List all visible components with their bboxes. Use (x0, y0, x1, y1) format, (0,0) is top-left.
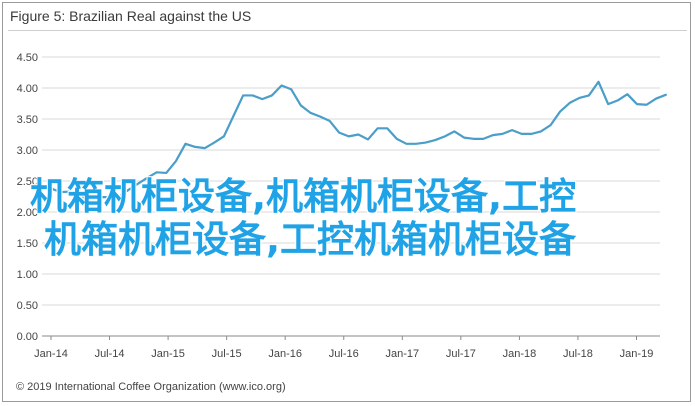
y-tick-label: 1.50 (17, 238, 38, 250)
series-layer (49, 80, 667, 200)
x-tick-label: Jul-14 (95, 348, 125, 360)
watermark-text-line-1: 机箱机柜设备,机箱机柜设备,工控 (30, 175, 577, 218)
series-line (49, 80, 667, 200)
y-tick-label: 0.00 (17, 331, 38, 343)
x-tick-label: Jan-16 (268, 348, 302, 360)
x-tick-label: Jul-18 (563, 348, 593, 360)
grid-layer (42, 56, 660, 337)
x-tick-label: Jan-17 (385, 348, 419, 360)
y-tick-label: 3.50 (17, 114, 38, 126)
watermark-text-line-2: 机箱机柜设备,工控机箱机柜设备 (44, 218, 577, 261)
y-tick-label: 1.00 (17, 269, 38, 281)
figure-frame (2, 2, 691, 402)
x-tick-label: Jan-19 (620, 348, 654, 360)
x-tick-label: Jul-15 (212, 348, 242, 360)
y-tick-label: 2.50 (17, 176, 38, 188)
x-tick-label: Jan-14 (34, 348, 68, 360)
chart-title: Figure 5: Brazilian Real against the US (10, 8, 252, 24)
y-tick-label: 0.50 (17, 300, 38, 312)
y-tick-label: 4.50 (17, 52, 38, 64)
copyright-footer: © 2019 International Coffee Organization… (16, 381, 286, 393)
x-tick-label: Jan-18 (503, 348, 537, 360)
x-tick-label: Jan-15 (151, 348, 185, 360)
y-tick-label: 2.00 (17, 207, 38, 219)
axis-layer: 0.00 0.50 1.00 1.50 2.00 2.50 3.00 3.50 4.00 4.50… (17, 52, 660, 360)
title-divider (8, 30, 687, 31)
y-tick-label: 4.00 (17, 83, 38, 95)
x-tick-label: Jul-16 (329, 348, 359, 360)
x-tick-label: Jul-17 (446, 348, 476, 360)
y-tick-label: 3.00 (17, 145, 38, 157)
